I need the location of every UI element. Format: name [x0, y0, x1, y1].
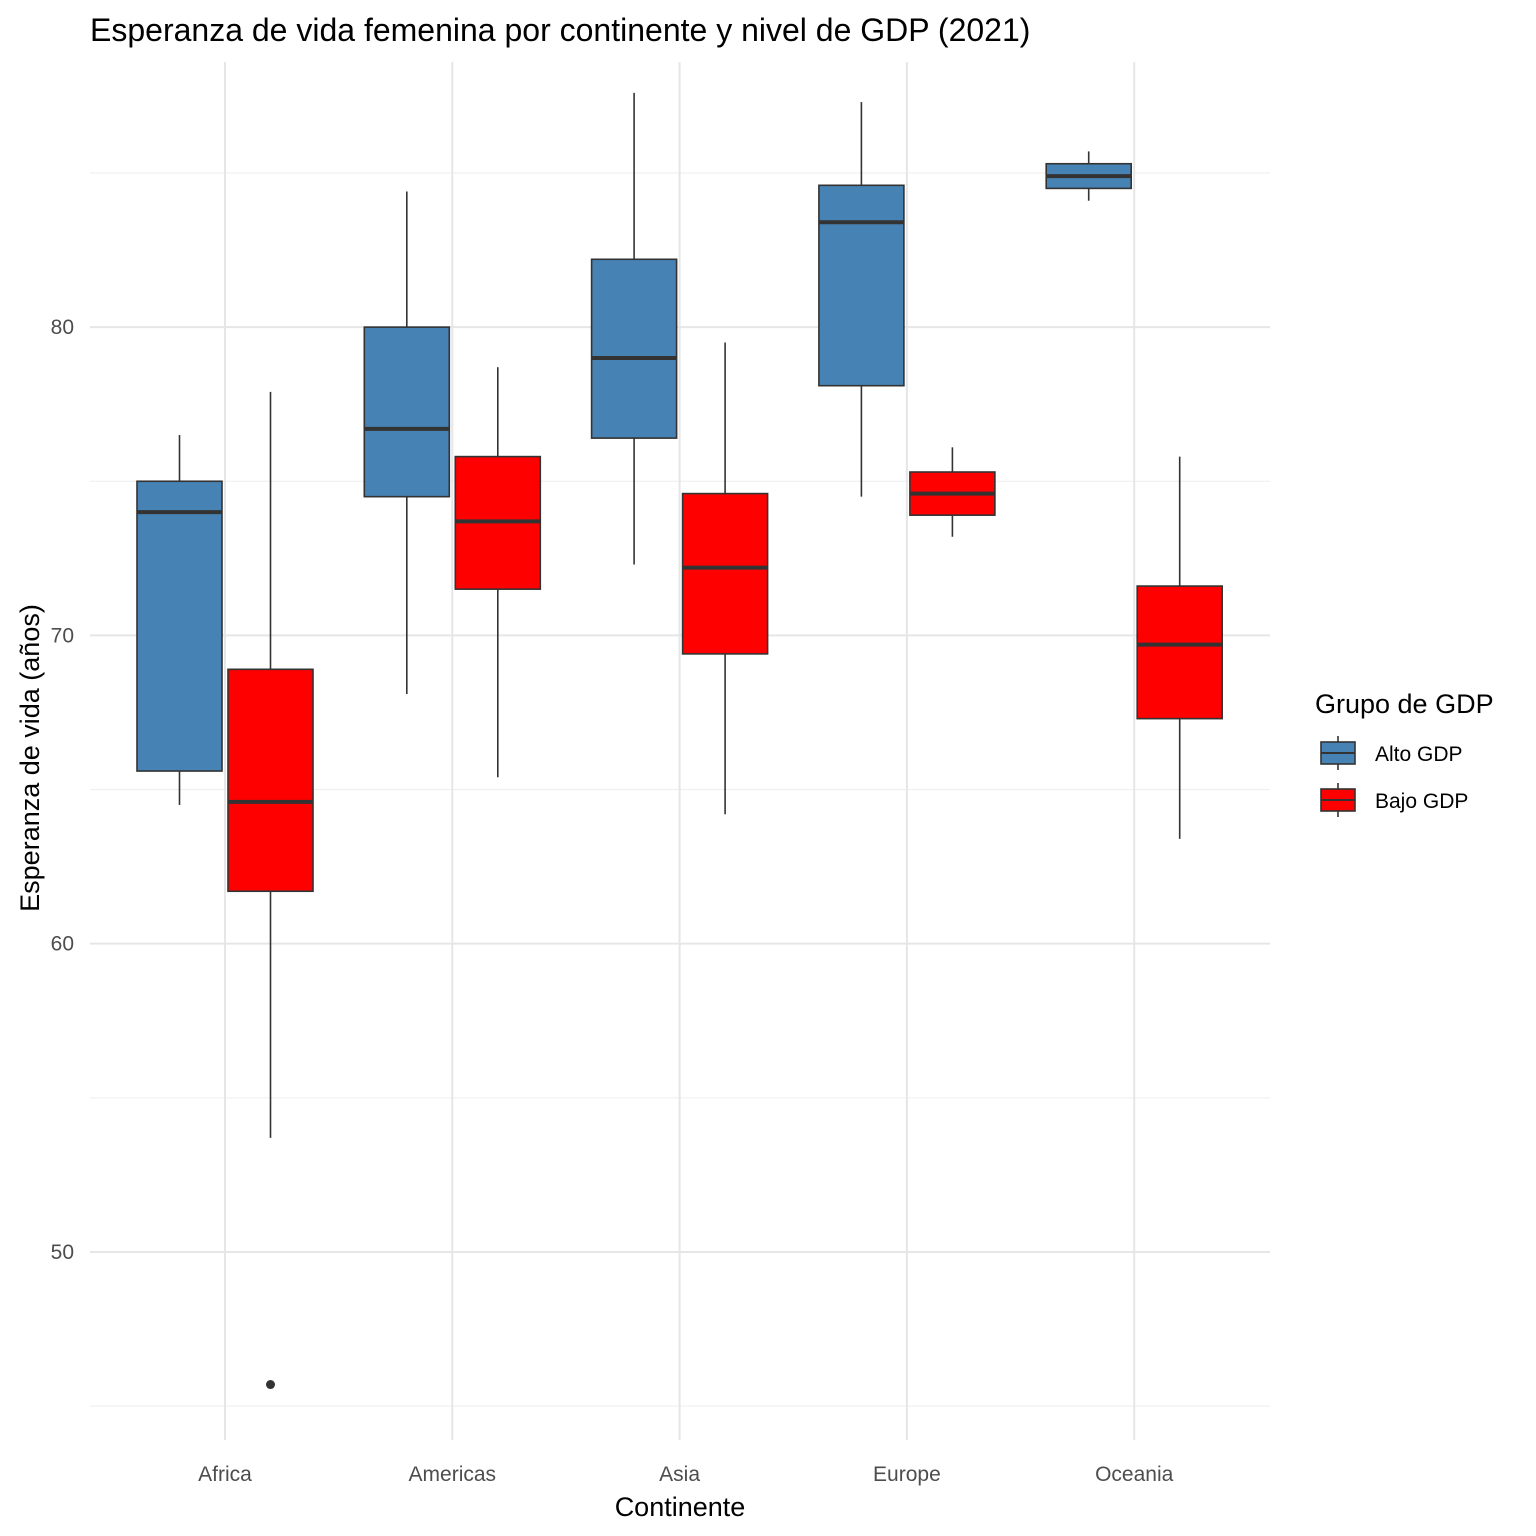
legend-item-bajo: Bajo GDP: [1320, 783, 1468, 817]
outlier-point: [266, 1380, 275, 1390]
box-body: [136, 480, 223, 772]
box-asia-bajo: [681, 342, 769, 815]
box-body: [818, 184, 905, 387]
y-tick-label: 50: [51, 1241, 74, 1264]
legend-label: Bajo GDP: [1375, 790, 1468, 813]
legend: Grupo de GDP Alto GDP Bajo GDP: [1315, 689, 1494, 817]
box-body: [227, 668, 314, 893]
box-europe-bajo: [909, 447, 996, 537]
legend-label: Alto GDP: [1375, 743, 1463, 766]
boxes: [136, 92, 1223, 1390]
y-axis-title: Esperanza de vida (años): [15, 604, 45, 912]
box-oceania-alto: [1045, 151, 1132, 201]
x-tick-label: Americas: [409, 1463, 497, 1486]
box-body: [1136, 585, 1223, 720]
x-tick-label: Asia: [659, 1463, 700, 1486]
box-asia-alto: [590, 92, 678, 565]
box-oceania-bajo: [1136, 456, 1223, 839]
box-body: [363, 326, 451, 498]
x-axis-ticks: Africa Americas Asia Europe Oceania: [198, 1463, 1173, 1486]
x-axis-title: Continente: [615, 1492, 746, 1522]
legend-title: Grupo de GDP: [1315, 689, 1494, 719]
box-africa-bajo: [227, 391, 314, 1390]
box-africa-alto: [136, 435, 223, 805]
y-tick-label: 80: [51, 316, 74, 339]
box-body: [681, 492, 769, 655]
box-americas-alto: [363, 191, 451, 694]
x-tick-label: Africa: [198, 1463, 252, 1486]
box-body: [590, 258, 678, 439]
y-axis-ticks: 50 60 70 80: [51, 316, 74, 1264]
x-tick-label: Europe: [873, 1463, 941, 1486]
box-europe-alto: [818, 102, 905, 497]
box-americas-bajo: [454, 367, 542, 778]
grid: [90, 62, 1270, 1440]
chart-title: Esperanza de vida femenina por continent…: [90, 12, 1030, 48]
legend-item-alto: Alto GDP: [1320, 736, 1463, 770]
y-tick-label: 70: [51, 624, 74, 647]
x-tick-label: Oceania: [1095, 1463, 1174, 1486]
y-tick-label: 60: [51, 933, 74, 956]
